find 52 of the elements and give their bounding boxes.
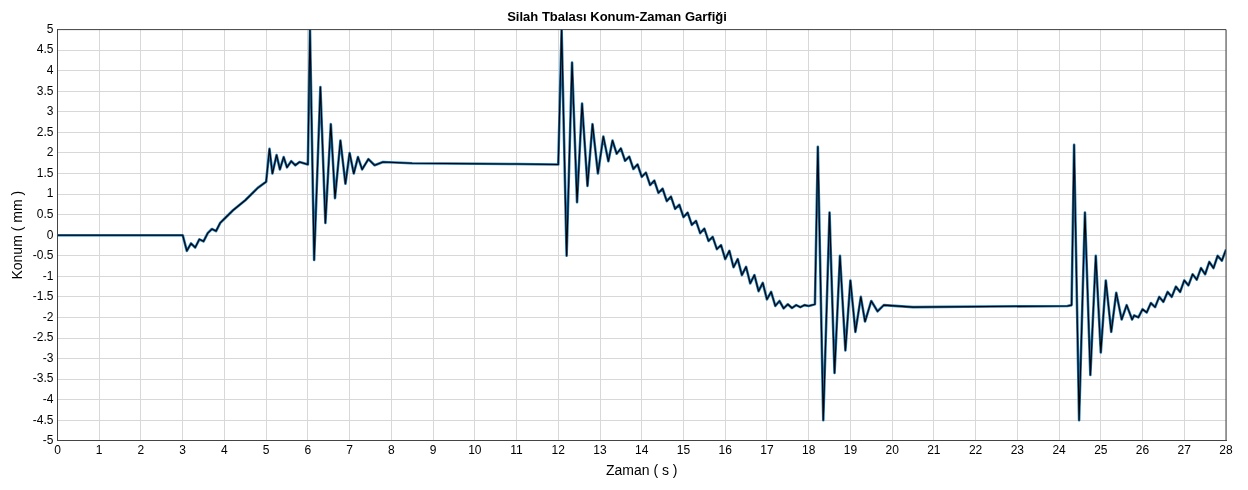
y-tick-label: -5	[42, 433, 54, 448]
y-tick-label: -2	[42, 309, 54, 324]
x-tick-label: 22	[968, 443, 983, 458]
x-tick-label: 7	[346, 443, 354, 458]
x-tick-label: 23	[1010, 443, 1025, 458]
x-tick-label: 27	[1177, 443, 1192, 458]
x-tick-label: 25	[1094, 443, 1108, 458]
y-tick-label: -4	[42, 391, 54, 406]
y-tick-label: -3.5	[32, 371, 54, 386]
x-tick-label: 13	[593, 443, 607, 458]
x-tick-label: 4	[221, 443, 229, 458]
y-tick-label: 1	[46, 186, 54, 201]
x-tick-label: 1	[95, 443, 103, 458]
x-tick-label: 28	[1219, 443, 1233, 458]
y-axis-title: Konum ( mm )	[9, 190, 26, 280]
y-tick-label: 3	[46, 104, 54, 119]
x-tick-label: 5	[262, 443, 270, 458]
y-tick-label: 1.5	[36, 165, 54, 180]
x-tick-label: 26	[1135, 443, 1150, 458]
y-tick-label: 3.5	[36, 83, 54, 98]
y-tick-label: -3	[42, 350, 54, 365]
y-tick-label: -1	[42, 268, 54, 283]
y-tick-label: -1.5	[32, 289, 54, 304]
y-tick-label: 4.5	[36, 42, 54, 57]
x-tick-label: 17	[760, 443, 774, 458]
y-tick-label: -0.5	[32, 248, 54, 263]
y-tick-label: 0.5	[36, 206, 54, 221]
x-tick-label: 18	[801, 443, 816, 458]
x-tick-label: 12	[551, 443, 566, 458]
x-tick-label: 24	[1052, 443, 1067, 458]
x-tick-label: 3	[179, 443, 187, 458]
x-tick-label: 6	[304, 443, 312, 458]
x-tick-label: 19	[843, 443, 858, 458]
y-tick-label: -2.5	[32, 330, 54, 345]
x-tick-label: 11	[510, 443, 524, 458]
y-tick-label: -4.5	[32, 412, 54, 427]
y-tick-label: 4	[46, 63, 54, 78]
x-tick-label: 10	[468, 443, 482, 458]
y-tick-label: 5	[46, 21, 54, 36]
y-tick-label: 2.5	[36, 124, 54, 139]
x-tick-label: 20	[885, 443, 900, 458]
x-axis-title: Zaman ( s )	[605, 462, 678, 479]
y-tick-label: 2	[46, 145, 54, 160]
y-tick-label: 0	[46, 227, 54, 242]
x-tick-label: 9	[429, 443, 437, 458]
chart-title: Silah Tbalası Konum-Zaman Garfiği	[507, 9, 727, 25]
x-tick-label: 8	[388, 443, 395, 458]
x-tick-label: 15	[676, 443, 691, 458]
x-tick-label: 21	[927, 443, 941, 458]
x-tick-label: 14	[635, 443, 649, 458]
x-tick-label: 2	[137, 443, 145, 458]
x-tick-label: 16	[718, 443, 733, 458]
